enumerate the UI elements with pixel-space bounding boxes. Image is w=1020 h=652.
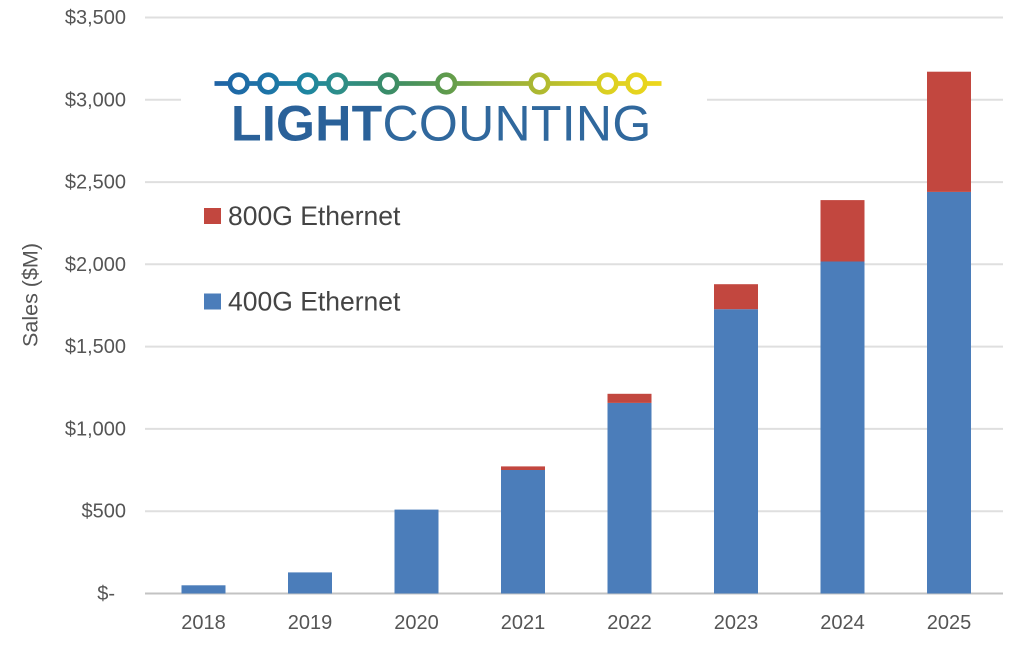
svg-text:$2,000: $2,000 bbox=[65, 254, 126, 276]
svg-text:$1,000: $1,000 bbox=[65, 418, 126, 440]
svg-text:2023: 2023 bbox=[714, 612, 759, 634]
svg-text:2022: 2022 bbox=[607, 612, 652, 634]
svg-text:2024: 2024 bbox=[820, 612, 865, 634]
svg-text:800G Ethernet: 800G Ethernet bbox=[228, 201, 401, 231]
svg-text:$3,000: $3,000 bbox=[65, 89, 126, 111]
svg-text:2018: 2018 bbox=[181, 612, 226, 634]
svg-text:$2,500: $2,500 bbox=[65, 172, 126, 194]
svg-text:2020: 2020 bbox=[394, 612, 439, 634]
svg-text:400G Ethernet: 400G Ethernet bbox=[228, 287, 401, 317]
svg-text:LIGHTCOUNTING: LIGHTCOUNTING bbox=[231, 96, 652, 152]
svg-text:$3,500: $3,500 bbox=[65, 7, 126, 29]
svg-text:2019: 2019 bbox=[288, 612, 333, 634]
svg-text:$1,500: $1,500 bbox=[65, 336, 126, 358]
svg-text:2025: 2025 bbox=[927, 612, 972, 634]
svg-text:$-: $- bbox=[97, 583, 115, 605]
svg-text:Sales ($M): Sales ($M) bbox=[19, 243, 43, 347]
svg-text:$500: $500 bbox=[82, 501, 127, 523]
svg-text:2021: 2021 bbox=[501, 612, 546, 634]
